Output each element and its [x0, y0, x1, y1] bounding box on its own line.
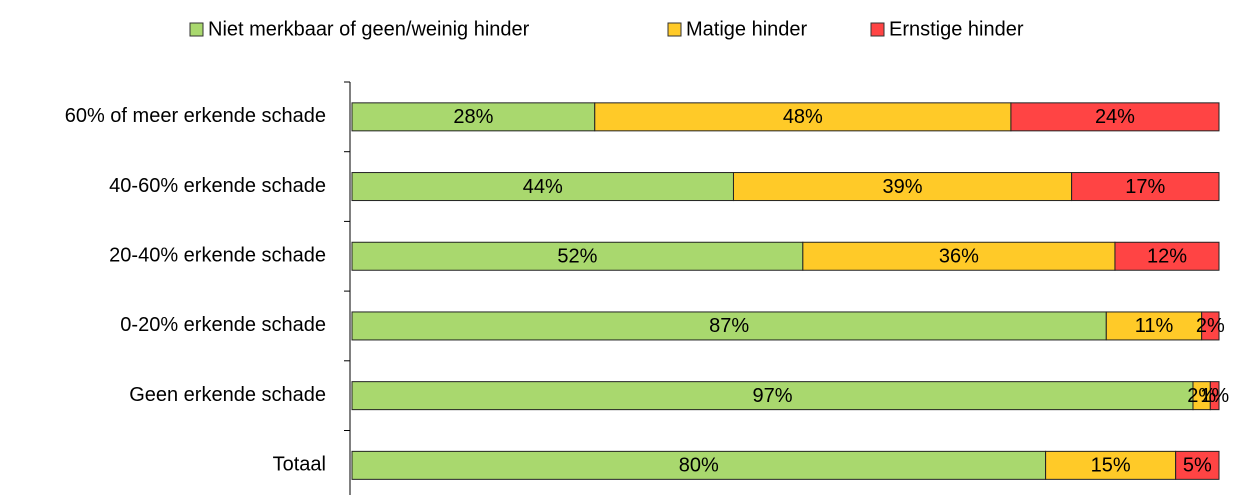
data-label: 2%	[1187, 385, 1216, 407]
category-label: 40-60% erkende schade	[109, 175, 326, 197]
bar-segment	[351, 450, 1047, 480]
data-label: 48%	[783, 106, 823, 128]
legend-swatch	[189, 22, 204, 37]
bar-segment	[351, 381, 1194, 411]
bar-segment	[1175, 450, 1220, 480]
data-label: 5%	[1183, 455, 1212, 477]
data-label: 28%	[453, 106, 493, 128]
bar-segment	[1209, 381, 1220, 411]
legend-swatch	[870, 22, 885, 37]
bar-segment	[594, 102, 1012, 132]
data-label: 12%	[1147, 246, 1187, 268]
legend-label: Niet merkbaar of geen/weinig hinder	[208, 18, 530, 40]
data-label: 1%	[1200, 385, 1229, 407]
bar-segment	[1201, 311, 1220, 341]
data-label: 39%	[883, 176, 923, 198]
category-label: 60% of meer erkende schade	[65, 105, 326, 127]
data-label: 11%	[1135, 315, 1174, 337]
data-label: 15%	[1091, 455, 1131, 477]
category-label: 0-20% erkende schade	[120, 314, 326, 336]
category-label: 20-40% erkende schade	[109, 245, 326, 267]
bar-segment	[351, 172, 734, 202]
data-label: 44%	[523, 176, 563, 198]
bar-segment	[1114, 241, 1220, 271]
category-label: Geen erkende schade	[129, 384, 326, 406]
data-label: 87%	[709, 315, 749, 337]
legend-swatch	[667, 22, 682, 37]
legend-label: Matige hinder	[686, 18, 808, 40]
data-label: 17%	[1125, 176, 1165, 198]
data-label: 52%	[557, 246, 597, 268]
data-label: 24%	[1095, 106, 1135, 128]
bar-segment	[1045, 450, 1177, 480]
category-label: Totaal	[273, 454, 326, 476]
legend-label: Ernstige hinder	[889, 18, 1024, 40]
bar-segment	[1010, 102, 1220, 132]
bar-segment	[732, 172, 1073, 202]
data-label: 2%	[1196, 315, 1225, 337]
bar-segment	[1105, 311, 1203, 341]
bar-segment	[1071, 172, 1220, 202]
data-label: 80%	[679, 455, 719, 477]
data-label: 97%	[752, 385, 792, 407]
data-label: 36%	[939, 246, 979, 268]
bar-segment	[351, 102, 596, 132]
